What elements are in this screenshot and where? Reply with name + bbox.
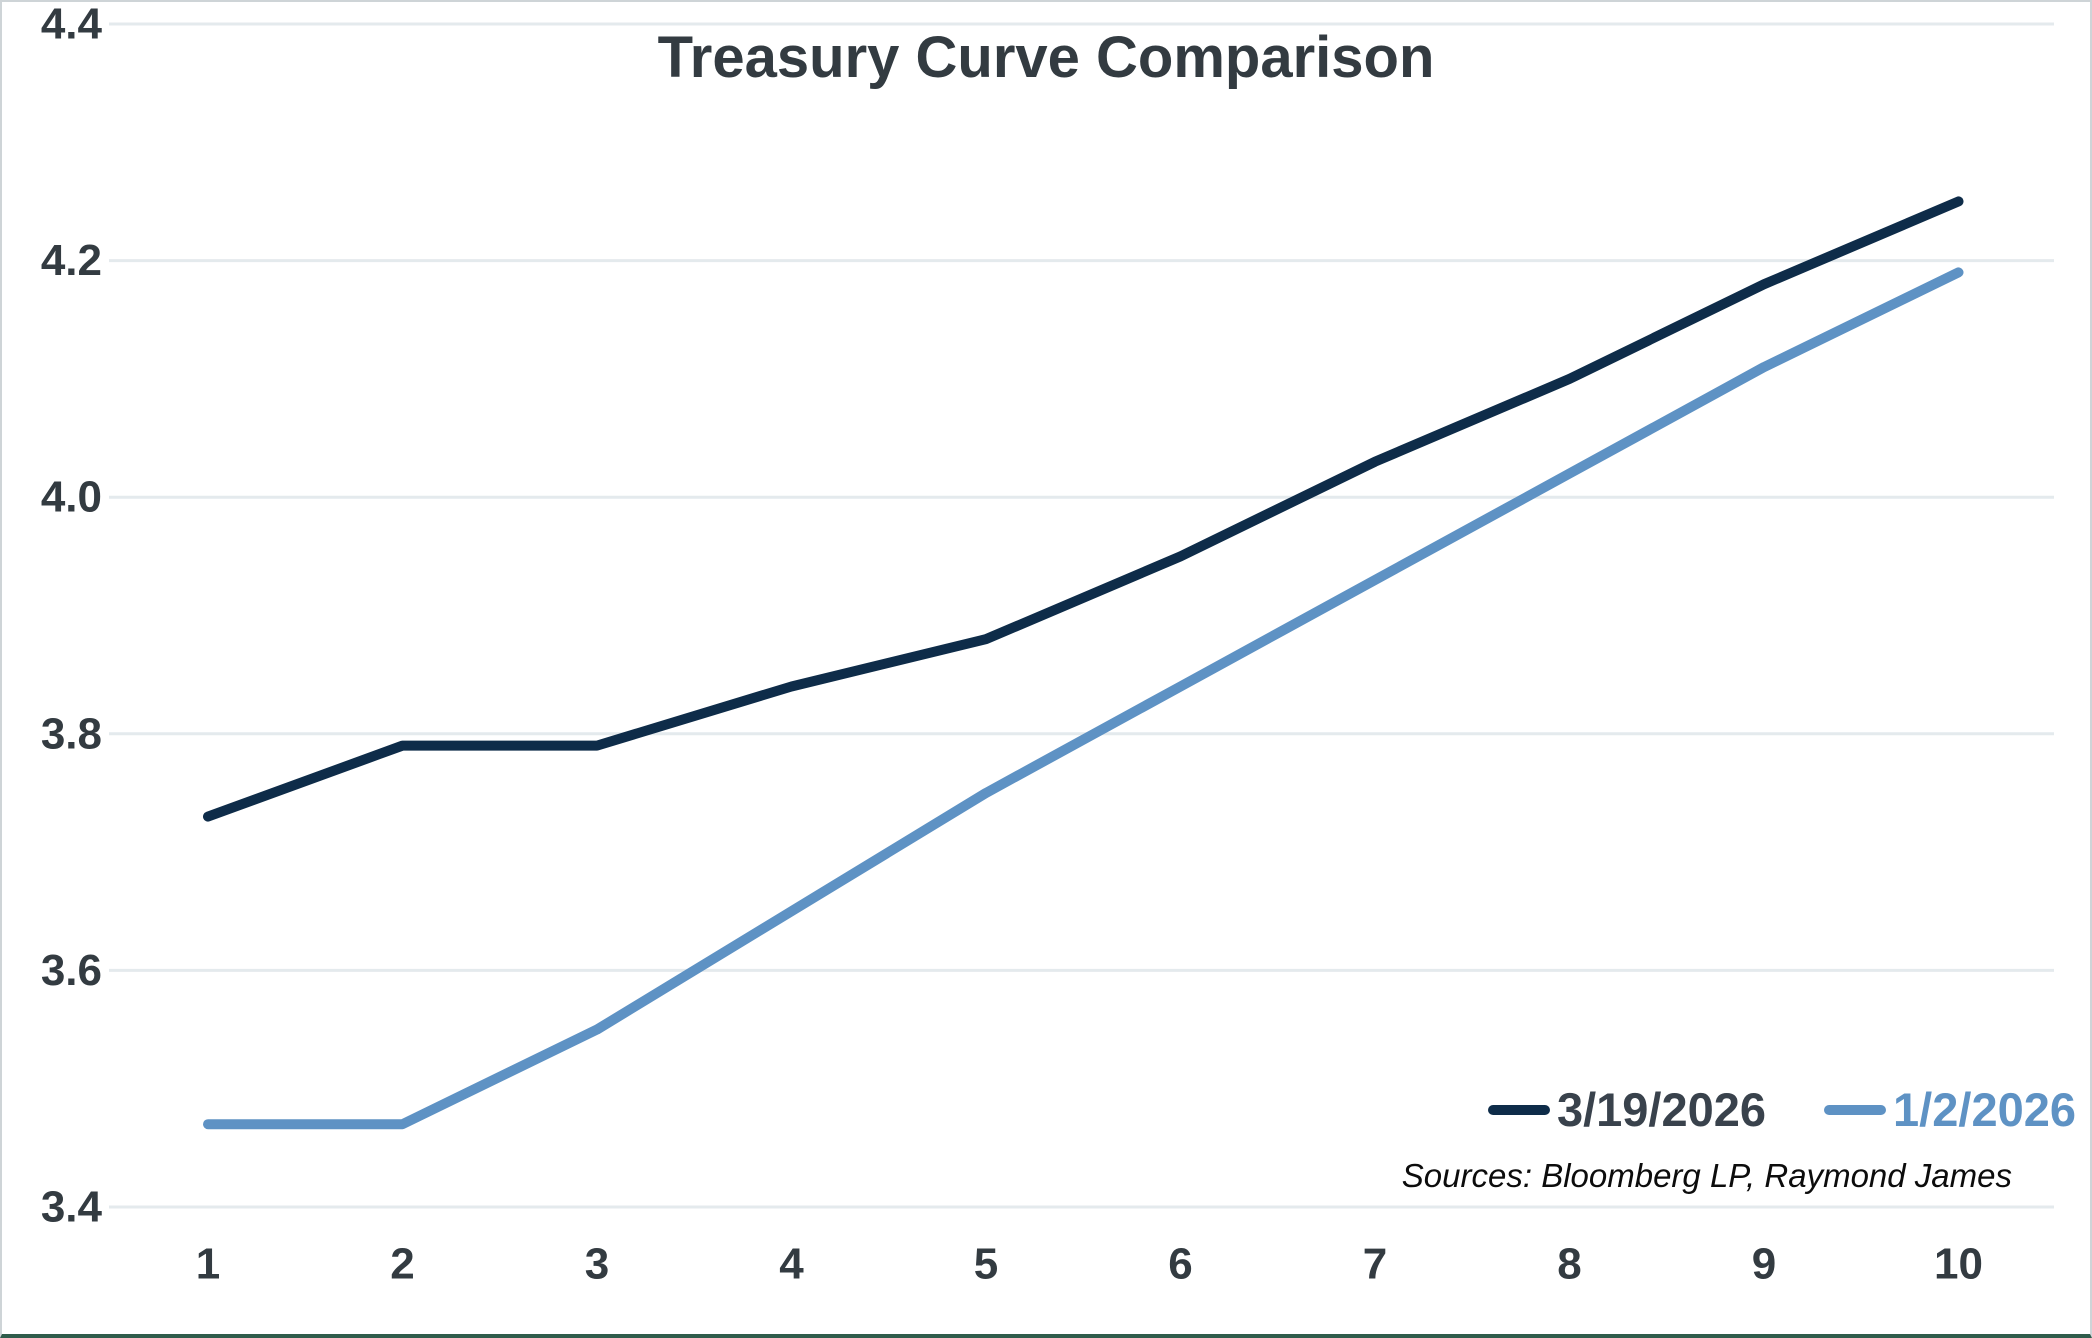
series-line-2 [203, 267, 1964, 1130]
series1-legend-label: 3/19/2026 [1556, 1083, 1767, 1136]
y-axis-tick-label: 4.2 [41, 236, 102, 285]
chart-title: Treasury Curve Comparison [657, 25, 1435, 90]
y-axis-tick-label: 4.4 [41, 2, 103, 49]
x-axis-tick-label: 5 [974, 1240, 998, 1289]
x-axis-tick-label: 9 [1752, 1240, 1776, 1289]
legend: 3/19/2026 1/2/2026 [1487, 1082, 2076, 1137]
series2-legend-label: 1/2/2026 [1893, 1083, 2076, 1136]
series2-line-swatch [1824, 1104, 1887, 1115]
y-axis-tick-label: 3.6 [41, 946, 102, 995]
sources-note: Sources: Bloomberg LP, Raymond James [1401, 1157, 2012, 1194]
series1-line-swatch [1487, 1104, 1550, 1115]
x-axis-tick-label: 6 [1168, 1240, 1192, 1289]
y-axis-tick-label: 4.0 [41, 473, 102, 522]
y-axis-tick-label: 3.4 [41, 1183, 103, 1232]
x-axis-tick-label: 10 [1934, 1240, 1983, 1289]
x-axis-tick-label: 8 [1557, 1240, 1581, 1289]
y-axis-tick-label: 3.8 [41, 709, 102, 758]
series-line-1 [203, 196, 1964, 822]
x-axis-tick-label: 4 [779, 1240, 804, 1289]
legend-item-series1: 3/19/2026 [1487, 1082, 1767, 1137]
x-axis-tick-label: 3 [585, 1240, 609, 1289]
x-axis-tick-label: 7 [1363, 1240, 1387, 1289]
legend-item-series2: 1/2/2026 [1824, 1082, 2076, 1137]
x-axis-tick-label: 2 [390, 1240, 414, 1289]
x-axis-tick-label: 1 [196, 1240, 220, 1289]
